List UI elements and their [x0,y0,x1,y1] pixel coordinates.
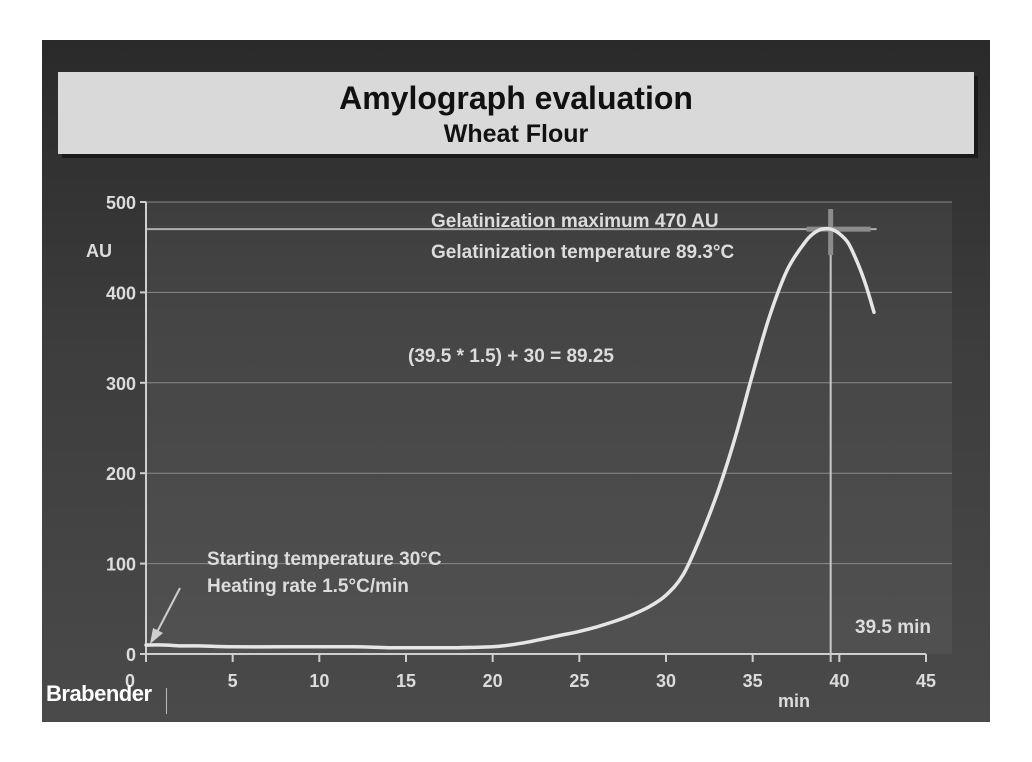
annotation-max: Gelatinization maximum 470 AU [431,211,719,232]
tick-labels: 0 100 200 300 400 500 0 5 10 15 20 25 30 35 40 45 [106,193,936,691]
x-tick-label-30: 30 [656,671,676,691]
y-tick-label-300: 300 [106,374,136,394]
annotation-time: 39.5 min [855,617,931,638]
chart-title: Amylograph evaluation [339,80,693,116]
logo-divider [166,688,167,714]
x-axis-label: min [778,691,810,711]
annotation-gel-temp: Gelatinization temperature 89.3°C [431,242,735,263]
y-tick-label-500: 500 [106,193,136,213]
axes [140,201,927,662]
annotation-start-temp: Starting temperature 30°C [207,549,442,570]
x-tick-label-5: 5 [228,671,238,691]
annotation-formula: (39.5 * 1.5) + 30 = 89.25 [408,346,614,367]
y-tick-label-200: 200 [106,464,136,484]
annotation-arrow [155,587,181,635]
slide: Amylograph evaluation Wheat Flour 0 100 20… [42,40,990,722]
y-axis-label: AU [86,241,112,261]
annotation-heating-rate: Heating rate 1.5°C/min [207,576,409,597]
chart-subtitle: Wheat Flour [443,120,589,148]
x-tick-label-45: 45 [916,671,936,691]
plot-area [146,202,952,654]
annotations: Gelatinization maximum 470 AU Gelatiniza… [86,211,931,711]
x-tick-label-20: 20 [483,671,503,691]
y-tick-label-0: 0 [126,645,136,665]
brabender-logo: Brabender [46,681,152,706]
x-tick-label-15: 15 [396,671,416,691]
amylograph-chart: 0 100 200 300 400 500 0 5 10 15 20 25 30 35 40 45 Gelat… [86,193,952,711]
x-tick-label-25: 25 [569,671,589,691]
x-tick-label-35: 35 [743,671,763,691]
x-tick-label-10: 10 [309,671,329,691]
annotation-arrowhead [150,628,163,644]
reference-lines [146,209,877,662]
y-tick-label-100: 100 [106,555,136,575]
y-tick-label-400: 400 [106,283,136,303]
grid-lines [146,201,952,654]
x-tick-label-40: 40 [829,671,849,691]
x-tick-label-0: 0 [125,671,135,691]
title-box: Amylograph evaluation Wheat Flour [58,72,974,154]
viscosity-curve [144,226,876,650]
